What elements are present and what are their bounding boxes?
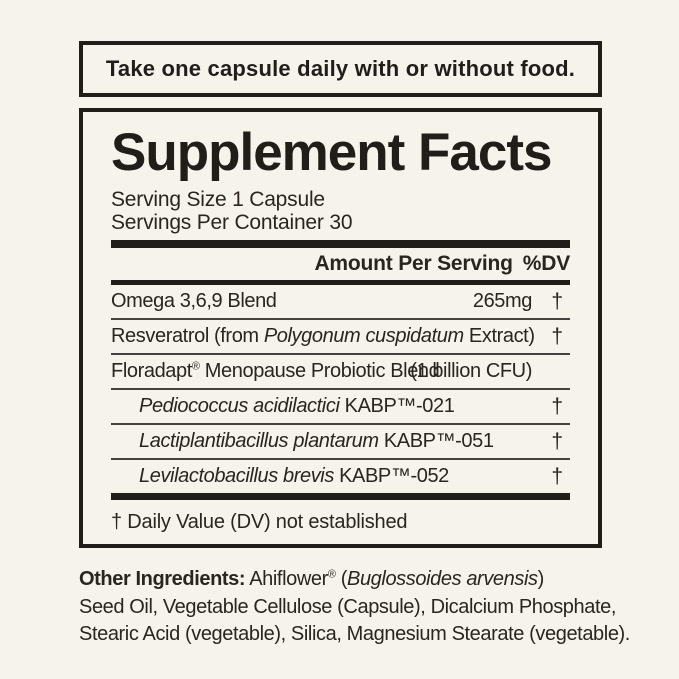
thick-rule-bottom (111, 493, 570, 500)
directions-banner: Take one capsule daily with or without f… (79, 41, 602, 97)
ingredient-name: Lactiplantibacillus plantarum KABP™-051 (139, 430, 494, 452)
serving-size-line: Serving Size 1 Capsule (111, 188, 325, 211)
servings-per-container-line: Servings Per Container 30 (111, 211, 353, 234)
table-row: Lactiplantibacillus plantarum KABP™-051 … (111, 425, 570, 460)
table-row: Floradapt® Menopause Probiotic Blend (1 … (111, 355, 570, 390)
facts-table: Omega 3,6,9 Blend 265mg † Resveratrol (f… (111, 285, 570, 493)
table-row: Resveratrol (from Polygonum cuspidatum E… (111, 320, 570, 355)
amount-per-serving-label: Amount Per Serving (314, 252, 513, 275)
ingredient-name: Levilactobacillus brevis KABP™-052 (139, 465, 449, 487)
other-ingredients-text: Other Ingredients: Ahiflower® (Buglossoi… (79, 568, 630, 645)
dv-dagger: † (551, 394, 563, 418)
dv-footnote: † Daily Value (DV) not established (111, 511, 408, 533)
dv-column-label: %DV (522, 252, 570, 275)
ingredient-name: Omega 3,6,9 Blend (111, 290, 277, 312)
ingredient-name: Floradapt® Menopause Probiotic Blend (111, 360, 440, 382)
dv-dagger: † (551, 289, 563, 313)
ingredient-amount: (1 billion CFU) (410, 360, 532, 382)
supplement-facts-panel: Supplement Facts Serving Size 1 Capsule … (79, 108, 602, 548)
table-row: Levilactobacillus brevis KABP™-052 † (111, 460, 570, 493)
ingredient-name: Resveratrol (from Polygonum cuspidatum E… (111, 325, 535, 347)
ingredient-amount: 265mg (472, 290, 533, 312)
serving-info: Serving Size 1 Capsule Servings Per Cont… (111, 188, 570, 234)
dv-dagger: † (551, 324, 563, 348)
directions-text: Take one capsule daily with or without f… (105, 56, 576, 81)
table-row: Pediococcus acidilactici KABP™-021 † (111, 390, 570, 425)
column-header-row: Amount Per Serving %DV (111, 248, 570, 280)
thick-rule-top (111, 240, 570, 248)
dv-dagger: † (551, 429, 563, 453)
thick-rule-header (111, 280, 570, 285)
supplement-facts-title: Supplement Facts (111, 123, 552, 182)
ingredient-name: Pediococcus acidilactici KABP™-021 (139, 395, 455, 417)
dv-dagger: † (551, 464, 563, 488)
table-row: Omega 3,6,9 Blend 265mg † (111, 285, 570, 320)
